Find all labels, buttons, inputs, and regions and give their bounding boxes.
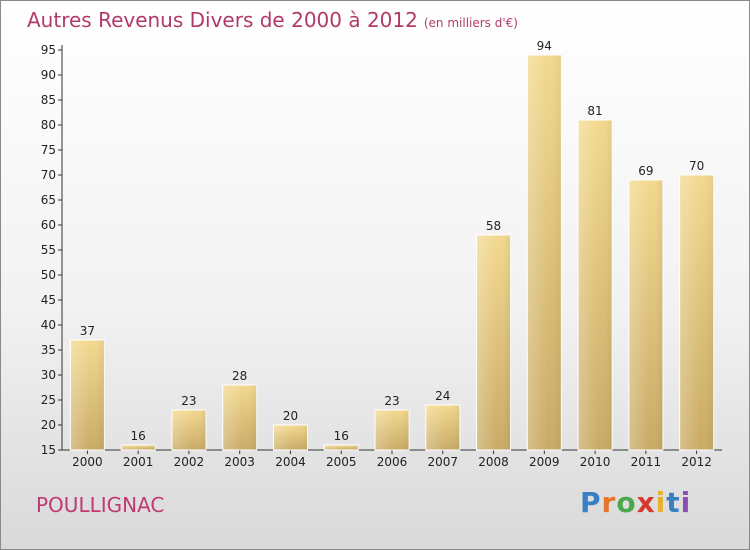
y-tick-label: 85: [41, 93, 56, 107]
x-tick-label: 2005: [326, 455, 357, 469]
bar-shade: [628, 180, 663, 450]
bar-shade: [375, 410, 409, 450]
y-tick-label: 90: [41, 68, 56, 82]
logo-letter: i: [655, 486, 667, 519]
y-tick-label: 35: [41, 343, 56, 357]
bar-shade: [121, 445, 156, 450]
x-tick-label: 2009: [529, 455, 560, 469]
logo-letter: o: [616, 486, 637, 519]
y-tick-label: 45: [41, 293, 56, 307]
y-tick-label: 70: [41, 168, 56, 182]
y-tick-label: 95: [41, 43, 56, 57]
bar-shade: [425, 405, 460, 450]
title-text: Autres Revenus Divers de 2000 à 2012: [27, 8, 418, 32]
y-tick-label: 55: [41, 243, 56, 257]
y-tick-label: 50: [41, 268, 56, 282]
bar-shade: [324, 445, 359, 450]
bars: [69, 54, 715, 451]
x-tick-label: 2004: [275, 455, 306, 469]
data-label: 28: [232, 369, 247, 383]
x-tick-label: 2011: [631, 455, 662, 469]
data-label: 58: [486, 219, 501, 233]
y-tick-label: 75: [41, 143, 56, 157]
y-tick-label: 15: [41, 443, 56, 457]
x-tick-label: 2002: [174, 455, 205, 469]
x-tick-label: 2008: [478, 455, 509, 469]
logo-letter: r: [601, 486, 617, 519]
y-tick-label: 65: [41, 193, 56, 207]
labels: 37 2000 16 2001 23 2002 28 2003 20 2004 16 2005 23 20…: [72, 39, 712, 469]
location-name: POULLIGNAC: [36, 493, 165, 517]
bar-shade: [527, 55, 562, 450]
y-tick-label: 25: [41, 393, 56, 407]
x-tick-label: 2003: [224, 455, 255, 469]
data-label: 20: [283, 409, 298, 423]
bar-shade: [70, 340, 105, 450]
proxiti-logo: Proxiti: [580, 486, 691, 519]
title-unit: (en milliers d'€): [423, 16, 518, 30]
logo-letter: P: [580, 486, 602, 519]
axes: 15 20 25 30 35 40 45 50 55 60 65 70 75 80 85 90 95: [41, 43, 722, 457]
bar-shade: [578, 120, 613, 450]
logo-letter: x: [636, 486, 656, 519]
x-tick-label: 2006: [377, 455, 408, 469]
y-tick-label: 20: [41, 418, 56, 432]
data-label: 16: [131, 429, 146, 443]
logo-letter: t: [666, 486, 681, 519]
y-tick-label: 60: [41, 218, 56, 232]
data-label: 23: [181, 394, 196, 408]
x-tick-label: 2012: [681, 455, 712, 469]
x-tick-label: 2000: [72, 455, 103, 469]
data-label: 24: [435, 389, 450, 403]
data-label: 94: [537, 39, 552, 53]
bar-shade: [273, 425, 308, 450]
logo-letter: i: [680, 486, 692, 519]
data-label: 70: [689, 159, 704, 173]
bar-shade: [171, 410, 206, 450]
y-tick-label: 80: [41, 118, 56, 132]
data-label: 69: [638, 164, 653, 178]
data-label: 23: [384, 394, 399, 408]
data-label: 16: [334, 429, 349, 443]
data-label: 81: [587, 104, 602, 118]
x-tick-label: 2010: [580, 455, 611, 469]
data-label: 37: [80, 324, 95, 338]
bar-shade: [476, 235, 511, 450]
chart-title: Autres Revenus Divers de 2000 à 2012 (en …: [27, 8, 518, 32]
y-tick-label: 40: [41, 318, 56, 332]
y-tick-label: 30: [41, 368, 56, 382]
bar-shade: [222, 385, 257, 450]
bar-shade: [679, 175, 714, 450]
x-tick-label: 2001: [123, 455, 154, 469]
x-tick-label: 2007: [427, 455, 458, 469]
